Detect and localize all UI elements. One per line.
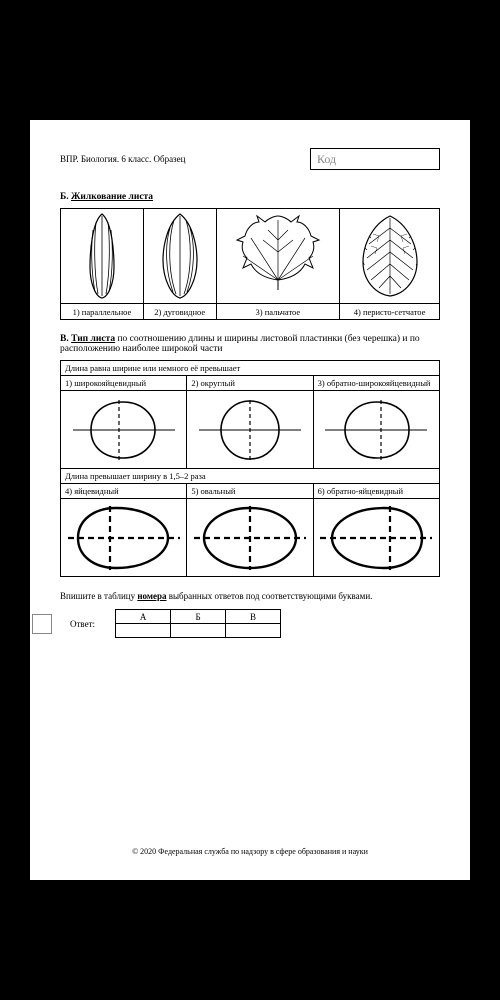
round-icon (189, 393, 310, 466)
answer-col-v: В (226, 610, 281, 624)
venation-cell-2 (143, 209, 216, 304)
shape-label-5: 5) овальный (187, 484, 313, 499)
palmate-leaf-icon (219, 211, 338, 301)
shape-label-2: 2) округлый (187, 376, 313, 391)
venation-cell-4 (340, 209, 440, 304)
shape-cell-1 (61, 391, 187, 469)
code-label: Код (317, 152, 336, 167)
answer-row: Ответ: А Б В (60, 609, 440, 638)
answer-number-box (32, 614, 52, 634)
worksheet-page: ВПР. Биология. 6 класс. Образец Код Б. Ж… (30, 120, 470, 880)
venation-cap-2: 2) дуговидное (143, 304, 216, 320)
shape-cell-2 (187, 391, 313, 469)
section-b-title: Жилкование листа (71, 192, 153, 202)
answer-input-a[interactable] (116, 624, 171, 638)
leaftype-table: Длина равна ширине или немного её превыш… (60, 360, 440, 577)
venation-cell-1 (61, 209, 144, 304)
section-v-heading: В. Тип листа по соотношению длины и шири… (60, 334, 440, 354)
section-v-title: Тип листа (71, 334, 115, 344)
arcuate-leaf-icon (146, 211, 214, 301)
group2-header: Длина превышает ширину в 1,5–2 раза (61, 469, 440, 484)
instruction-text: Впишите в таблицу номера выбранных ответ… (60, 591, 440, 601)
obovate-broad-icon (316, 393, 437, 466)
footer-copyright: © 2020 Федеральная служба по надзору в с… (30, 847, 470, 856)
oval-icon (189, 501, 310, 574)
shape-cell-3 (313, 391, 439, 469)
pinnate-reticulate-leaf-icon (342, 211, 437, 301)
venation-cap-3: 3) пальчатое (216, 304, 340, 320)
section-v-letter: В. (60, 334, 69, 344)
broad-ovate-icon (63, 393, 184, 466)
code-input-box[interactable]: Код (310, 148, 440, 170)
section-b-letter: Б. (60, 192, 69, 202)
shape-label-6: 6) обратно-яйцевидный (313, 484, 439, 499)
header-row: ВПР. Биология. 6 класс. Образец Код (60, 148, 440, 170)
venation-cap-4: 4) перисто-сетчатое (340, 304, 440, 320)
group1-header: Длина равна ширине или немного её превыш… (61, 361, 440, 376)
answer-col-b: Б (171, 610, 226, 624)
venation-cap-1: 1) параллельное (61, 304, 144, 320)
shape-label-4: 4) яйцевидный (61, 484, 187, 499)
answer-input-b[interactable] (171, 624, 226, 638)
ovate-icon (63, 501, 184, 574)
doc-title: ВПР. Биология. 6 класс. Образец (60, 154, 185, 164)
venation-table: 1) параллельное 2) дуговидное 3) пальчат… (60, 208, 440, 320)
shape-cell-5 (187, 499, 313, 577)
answer-label: Ответ: (70, 619, 95, 629)
answer-grid: А Б В (115, 609, 281, 638)
shape-cell-4 (61, 499, 187, 577)
shape-cell-6 (313, 499, 439, 577)
venation-cell-3 (216, 209, 340, 304)
answer-col-a: А (116, 610, 171, 624)
shape-label-1: 1) широкояйцевидный (61, 376, 187, 391)
obovate-icon (316, 501, 437, 574)
shape-label-3: 3) обратно-широкояйцевидный (313, 376, 439, 391)
parallel-leaf-icon (63, 211, 141, 301)
section-b-heading: Б. Жилкование листа (60, 192, 440, 202)
answer-input-v[interactable] (226, 624, 281, 638)
